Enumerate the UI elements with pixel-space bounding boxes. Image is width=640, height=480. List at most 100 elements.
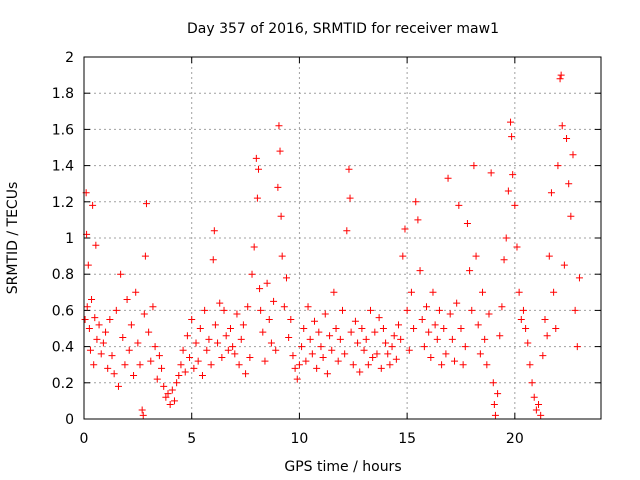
data-point-marker xyxy=(125,346,133,354)
data-point-marker xyxy=(274,183,282,191)
data-point-marker xyxy=(261,357,269,365)
data-point-marker xyxy=(106,315,114,323)
data-point-marker xyxy=(423,303,431,311)
data-point-marker xyxy=(517,315,525,323)
data-point-marker xyxy=(242,370,250,378)
data-point-marker xyxy=(399,252,407,260)
data-point-marker xyxy=(334,357,342,365)
data-point-marker xyxy=(203,346,211,354)
data-point-marker xyxy=(280,303,288,311)
data-point-marker xyxy=(332,325,340,332)
data-point-marker xyxy=(104,364,112,372)
data-points xyxy=(81,71,583,419)
data-point-marker xyxy=(494,390,502,398)
data-point-marker xyxy=(102,328,110,336)
data-point-marker xyxy=(84,261,92,269)
data-point-marker xyxy=(259,328,267,336)
data-point-marker xyxy=(563,134,571,142)
data-point-marker xyxy=(556,75,564,83)
y-tick-labels: 0 0.2 0.4 0.6 0.8 1 1.2 1.4 1.6 1.8 2 xyxy=(52,50,74,428)
data-point-marker xyxy=(569,151,577,159)
data-point-marker xyxy=(229,343,237,351)
plot-frame xyxy=(83,56,602,420)
data-point-marker xyxy=(490,401,498,409)
y-tick-label: 2 xyxy=(65,50,74,66)
data-point-marker xyxy=(530,393,538,401)
y-tick-label: 1.6 xyxy=(52,122,74,138)
data-point-marker xyxy=(138,406,146,414)
data-point-marker xyxy=(265,315,273,323)
data-point-marker xyxy=(136,361,144,369)
data-point-marker xyxy=(186,353,194,361)
data-point-marker xyxy=(252,154,260,162)
data-point-marker xyxy=(476,350,484,358)
data-point-marker xyxy=(153,375,161,383)
data-point-marker xyxy=(237,335,245,343)
y-tick-label: 0.6 xyxy=(52,303,74,319)
data-point-marker xyxy=(89,201,97,209)
data-point-marker xyxy=(278,252,286,260)
data-point-marker xyxy=(455,201,463,209)
data-point-marker xyxy=(97,350,105,358)
data-point-marker xyxy=(108,352,116,360)
data-point-marker xyxy=(509,171,517,179)
data-point-marker xyxy=(216,299,224,307)
data-point-marker xyxy=(547,189,555,197)
data-point-marker xyxy=(214,339,222,347)
data-point-marker xyxy=(382,339,390,347)
data-point-marker xyxy=(218,353,226,361)
data-point-marker xyxy=(177,361,185,369)
data-point-marker xyxy=(457,325,465,332)
y-tick-label: 0.4 xyxy=(52,340,74,356)
data-point-marker xyxy=(253,194,261,202)
data-point-marker xyxy=(481,335,489,343)
data-point-marker xyxy=(86,346,94,354)
data-point-marker xyxy=(345,165,353,173)
data-point-marker xyxy=(95,321,103,329)
data-point-marker xyxy=(433,335,441,343)
data-point-marker xyxy=(336,335,344,343)
data-point-marker xyxy=(168,386,176,394)
data-point-marker xyxy=(440,325,448,332)
data-point-marker xyxy=(256,285,264,293)
data-point-marker xyxy=(468,306,476,314)
data-point-marker xyxy=(395,321,403,329)
data-point-marker xyxy=(472,252,480,260)
data-point-marker xyxy=(277,212,285,220)
data-point-marker xyxy=(93,335,101,343)
data-point-marker xyxy=(358,325,366,332)
data-point-marker xyxy=(537,411,545,419)
data-point-marker xyxy=(295,361,303,369)
data-point-marker xyxy=(557,71,565,79)
data-point-marker xyxy=(317,343,325,351)
data-point-marker xyxy=(211,321,219,329)
data-point-marker xyxy=(205,335,213,343)
data-point-marker xyxy=(315,328,323,336)
data-point-marker xyxy=(196,325,204,332)
data-point-marker xyxy=(388,343,396,351)
data-point-marker xyxy=(142,200,150,208)
data-point-marker xyxy=(491,411,499,419)
data-point-marker xyxy=(250,243,258,251)
data-point-marker xyxy=(293,375,301,383)
data-point-marker xyxy=(341,350,349,358)
y-tick-label: 1 xyxy=(65,231,74,247)
data-point-marker xyxy=(420,343,428,351)
data-point-marker xyxy=(162,393,170,401)
data-point-marker xyxy=(461,343,469,351)
axis-ticks xyxy=(83,56,601,420)
data-point-marker xyxy=(470,162,478,170)
data-point-marker xyxy=(446,310,454,318)
data-point-marker xyxy=(226,325,234,332)
x-axis-label: GPS time / hours xyxy=(284,459,401,475)
data-point-marker xyxy=(438,361,446,369)
data-point-marker xyxy=(141,252,149,260)
data-point-marker xyxy=(90,361,98,369)
data-point-marker xyxy=(158,364,166,372)
data-point-marker xyxy=(364,361,372,369)
data-point-marker xyxy=(571,306,579,314)
data-point-marker xyxy=(508,133,516,141)
data-point-marker xyxy=(535,401,543,409)
data-point-marker xyxy=(392,355,400,363)
data-point-marker xyxy=(343,227,351,235)
